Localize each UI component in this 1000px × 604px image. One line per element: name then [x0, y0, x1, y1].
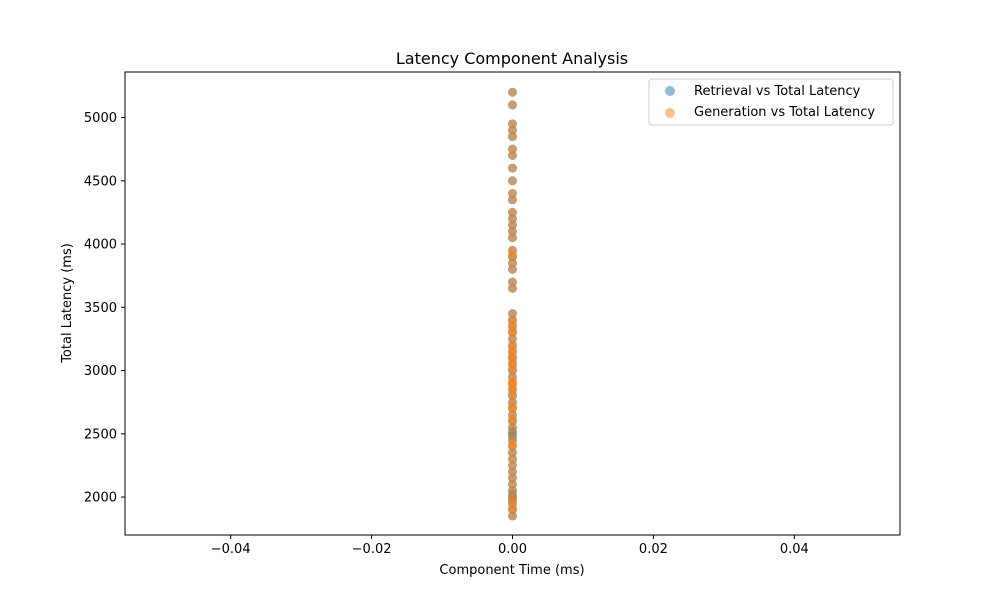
legend-label-retrieval: Retrieval vs Total Latency: [694, 84, 861, 99]
data-point: [508, 448, 517, 458]
data-point: [508, 309, 517, 319]
x-axis-ticks: −0.04 −0.02 0.00 0.02 0.04: [211, 535, 809, 557]
y-tick-label: 5000: [84, 111, 117, 126]
data-point: [508, 188, 517, 198]
data-point: [508, 277, 517, 287]
data-point: [508, 283, 517, 293]
chart-title: Latency Component Analysis: [396, 49, 628, 68]
legend: Retrieval vs Total Latency Generation vs…: [648, 78, 894, 126]
legend-marker-generation: [665, 108, 675, 118]
y-tick-label: 4500: [84, 174, 117, 189]
data-point: [508, 214, 517, 224]
y-tick-label: 4000: [84, 238, 117, 253]
data-point: [508, 264, 517, 274]
y-tick-label: 3000: [84, 364, 117, 379]
data-point: [508, 334, 517, 344]
data-point: [508, 473, 517, 483]
data-point: [508, 505, 517, 515]
y-tick-label: 2000: [84, 491, 117, 506]
data-point: [508, 460, 517, 470]
data-point: [508, 163, 517, 173]
points-layer: [508, 87, 517, 521]
data-point: [508, 125, 517, 135]
data-point: [508, 176, 517, 186]
data-point: [508, 87, 517, 97]
data-point: [508, 144, 517, 154]
data-point: [508, 150, 517, 160]
y-tick-label: 2500: [84, 427, 117, 442]
data-point: [508, 233, 517, 243]
legend-box: [648, 78, 894, 126]
data-point: [508, 226, 517, 236]
y-tick-label: 3500: [84, 301, 117, 316]
data-point: [508, 441, 517, 451]
y-axis-ticks: 2000 2500 3000 3500 4000 4500 5000: [84, 111, 125, 506]
x-axis-label: Component Time (ms): [439, 563, 584, 578]
legend-marker-retrieval: [665, 86, 675, 96]
data-point: [508, 366, 517, 376]
data-point: [508, 195, 517, 205]
data-point: [508, 328, 517, 338]
data-point: [508, 511, 517, 521]
x-tick-label: 0.00: [498, 542, 527, 557]
data-point: [508, 119, 517, 129]
data-point: [508, 422, 517, 432]
data-point: [508, 100, 517, 110]
data-point: [508, 416, 517, 426]
data-point: [508, 252, 517, 262]
data-point: [508, 479, 517, 489]
data-point: [508, 391, 517, 401]
data-point: [508, 486, 517, 496]
x-tick-label: 0.02: [639, 542, 668, 557]
data-point: [508, 258, 517, 268]
data-point: [508, 220, 517, 230]
series-1: [508, 87, 517, 521]
data-point: [508, 429, 517, 439]
data-point: [508, 207, 517, 217]
legend-label-generation: Generation vs Total Latency: [694, 105, 875, 120]
data-point: [508, 467, 517, 477]
x-tick-label: −0.04: [211, 542, 251, 557]
y-axis-label: Total Latency (ms): [60, 243, 75, 364]
x-tick-label: −0.02: [352, 542, 392, 557]
x-tick-label: 0.04: [780, 542, 809, 557]
data-point: [508, 403, 517, 413]
data-point: [508, 454, 517, 464]
data-point: [508, 132, 517, 142]
